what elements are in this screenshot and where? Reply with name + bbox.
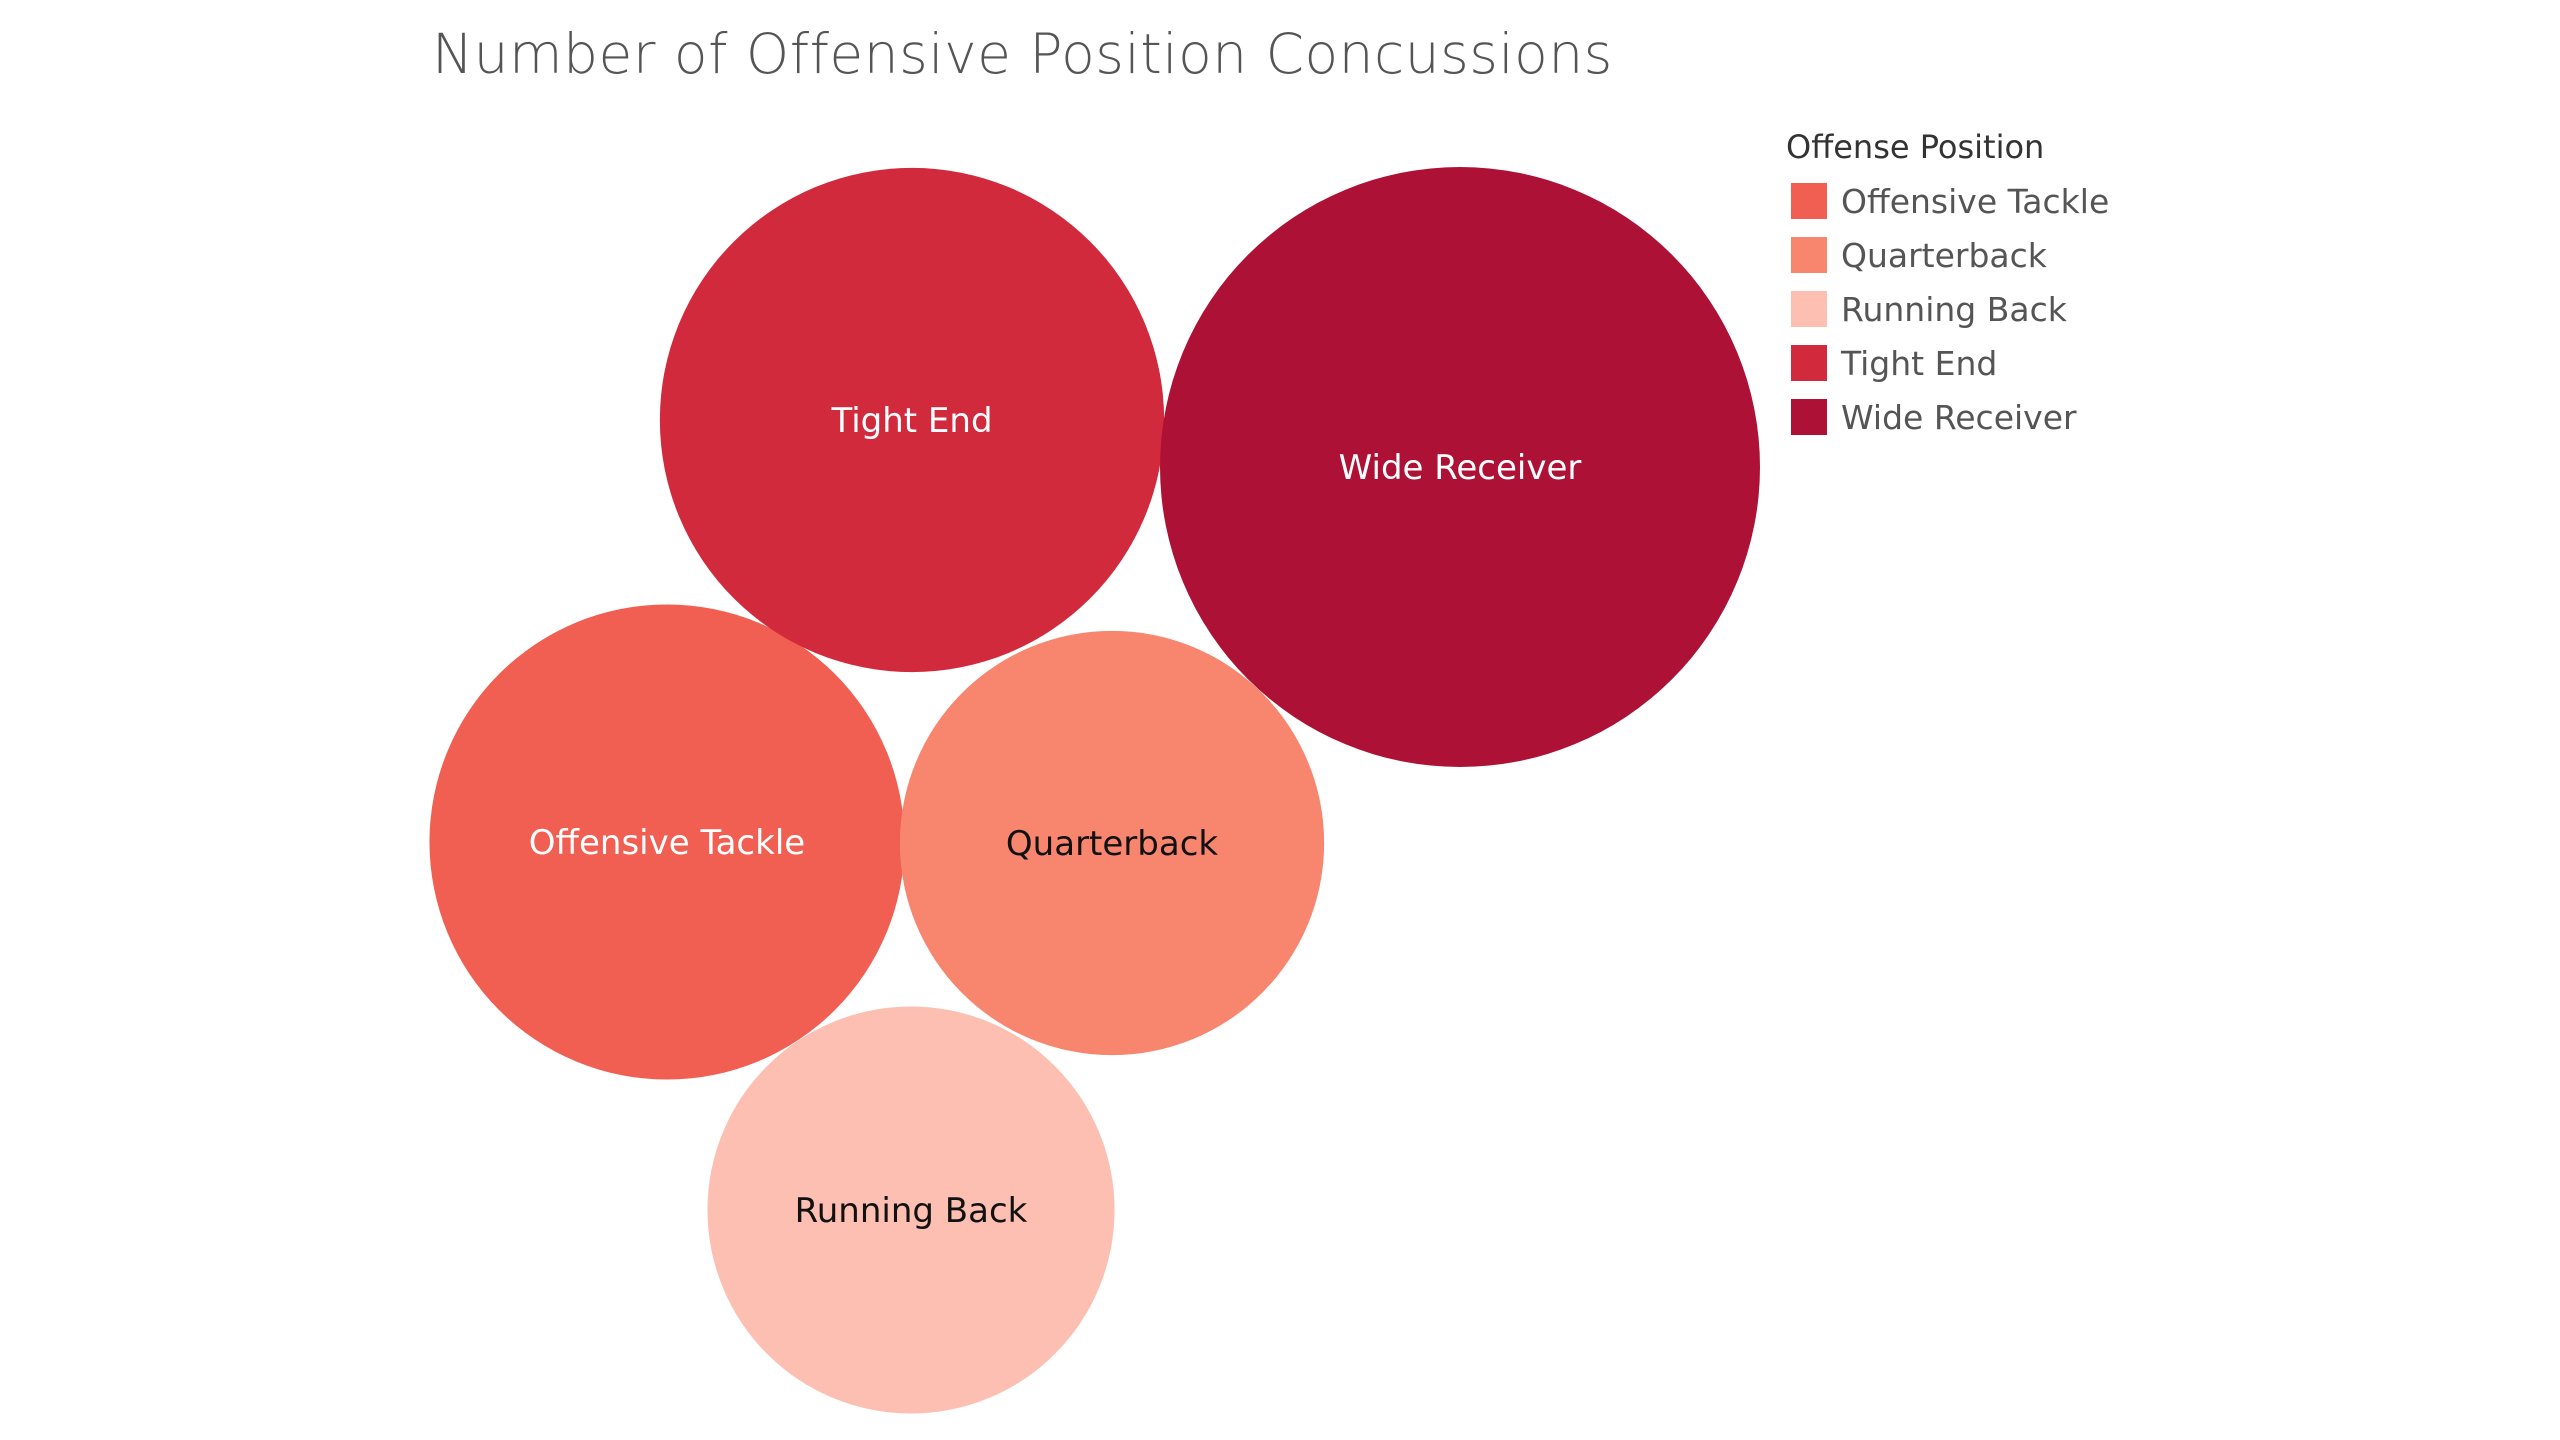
legend: Offense Position Offensive Tackle Quarter…	[1786, 128, 2109, 444]
bubble-label-offensive-tackle: Offensive Tackle	[529, 823, 805, 863]
bubble-running-back[interactable]: Running Back	[707, 1006, 1115, 1414]
bubble-circle-offensive-tackle[interactable]	[429, 604, 905, 1080]
bubble-wide-receiver[interactable]: Wide Receiver	[1160, 167, 1760, 767]
legend-swatch-quarterback	[1791, 237, 1827, 273]
bubble-circle-running-back[interactable]	[707, 1006, 1115, 1414]
legend-swatch-wide-receiver	[1791, 399, 1827, 435]
bubble-circle-quarterback[interactable]	[899, 630, 1325, 1056]
bubble-label-tight-end: Tight End	[830, 401, 992, 441]
chart-title: Number of Offensive Position Concussions	[432, 22, 1613, 86]
legend-items: Offensive Tackle Quarterback Running Back T…	[1786, 174, 2109, 444]
bubble-label-running-back: Running Back	[795, 1191, 1028, 1231]
bubble-label-wide-receiver: Wide Receiver	[1339, 448, 1582, 488]
bubble-circle-wide-receiver[interactable]	[1160, 167, 1760, 767]
legend-label-wide-receiver: Wide Receiver	[1841, 397, 2077, 437]
bubble-offensive-tackle[interactable]: Offensive Tackle	[429, 604, 905, 1080]
bubble-circle-tight-end[interactable]	[659, 167, 1165, 673]
legend-label-running-back: Running Back	[1841, 289, 2067, 329]
legend-title: Offense Position	[1786, 128, 2045, 166]
bubble-label-quarterback: Quarterback	[1006, 824, 1218, 864]
legend-item-offensive-tackle[interactable]: Offensive Tackle	[1786, 174, 2109, 228]
legend-item-quarterback[interactable]: Quarterback	[1786, 228, 2109, 282]
legend-swatch-running-back	[1791, 291, 1827, 327]
legend-item-wide-receiver[interactable]: Wide Receiver	[1786, 390, 2109, 444]
bubble-quarterback[interactable]: Quarterback	[899, 630, 1325, 1056]
bubble-tight-end[interactable]: Tight End	[659, 167, 1165, 673]
legend-swatch-tight-end	[1791, 345, 1827, 381]
legend-label-offensive-tackle: Offensive Tackle	[1841, 181, 2110, 221]
legend-label-tight-end: Tight End	[1841, 343, 1998, 383]
legend-label-quarterback: Quarterback	[1841, 235, 2047, 275]
legend-item-tight-end[interactable]: Tight End	[1786, 336, 2109, 390]
legend-item-running-back[interactable]: Running Back	[1786, 282, 2109, 336]
legend-swatch-offensive-tackle	[1791, 183, 1827, 219]
